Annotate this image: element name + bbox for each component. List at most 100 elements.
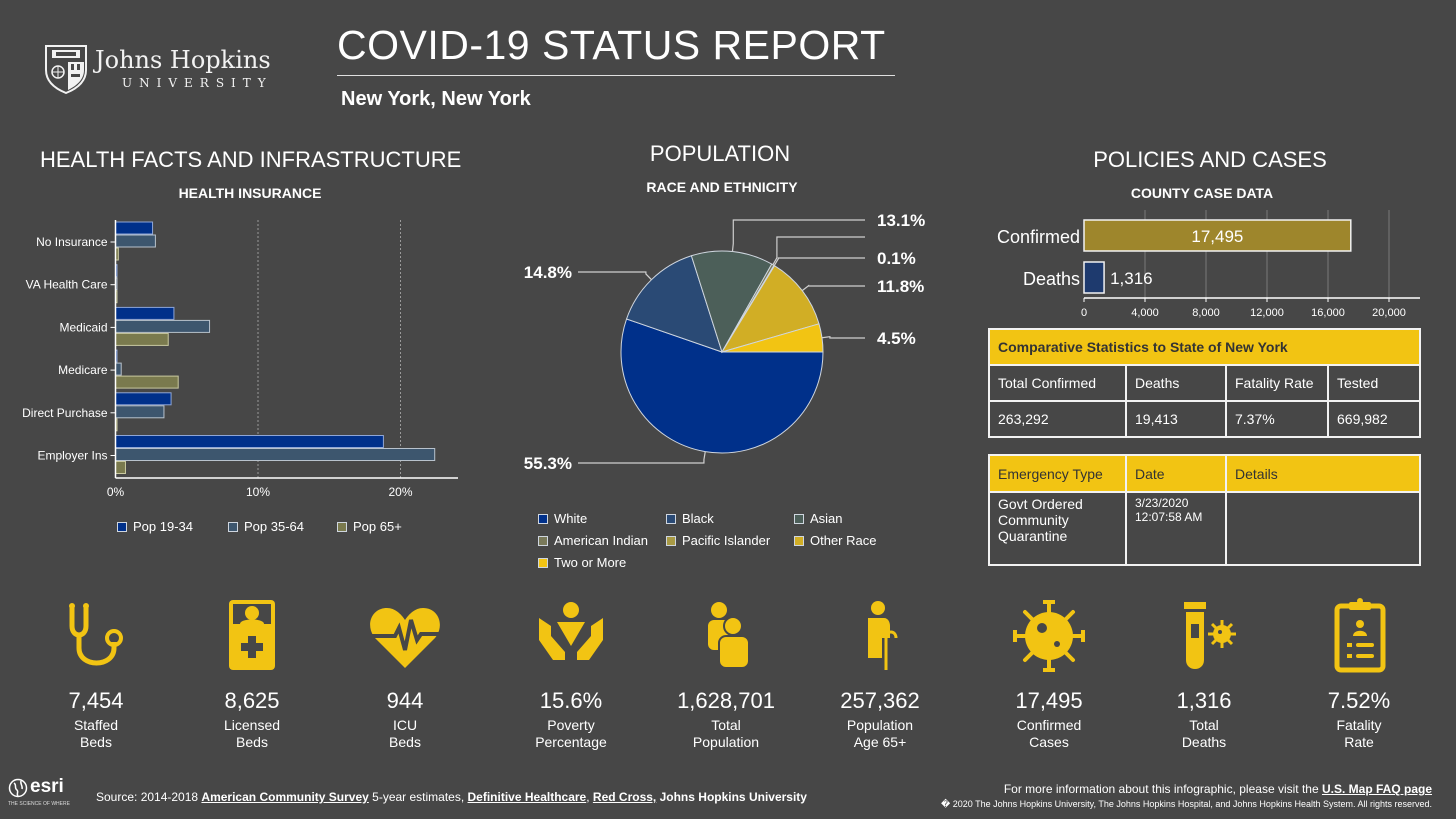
stat-value: 7.52%: [1327, 688, 1391, 713]
clipboard-icon: [1334, 598, 1386, 673]
col-header-emergency-type: Emergency Type: [988, 454, 1127, 493]
legend-label: Other Race: [810, 533, 877, 548]
bar-pop-35-64: [115, 234, 156, 248]
legend-swatch: [666, 513, 676, 524]
stat-value: 1,316: [1176, 688, 1232, 713]
legend-item-asian: Asian: [794, 510, 922, 527]
bar-pop-19-34: [115, 392, 172, 406]
x-tick-label: 0: [1081, 307, 1087, 319]
more-info: For more information about this infograp…: [1004, 782, 1432, 796]
bar-pop-19-34: [115, 221, 154, 235]
pie-data-label: 13.1%: [877, 211, 925, 230]
stat-value: 15.6%: [539, 688, 603, 713]
hands-person-icon: [539, 602, 603, 660]
pie-data-label: 11.8%: [877, 277, 924, 296]
stethoscope-icon: [69, 603, 123, 666]
source-sep: ,: [586, 790, 593, 804]
x-tick-label: 20%: [388, 485, 412, 499]
stat-confirmed-cases: 17,495 Confirmed Cases: [974, 598, 1124, 751]
emergency-type-cell: Govt Ordered Community Quarantine: [988, 491, 1127, 566]
stat-staffed-beds: 7,454 Staffed Beds: [21, 598, 171, 751]
globe-icon: [8, 778, 28, 798]
stat-value: 17,495: [1015, 688, 1083, 713]
bar-pop-35-64: [115, 362, 122, 376]
stat-total-deaths: 1,316 Total Deaths: [1129, 598, 1279, 751]
health-insurance-subtitle: HEALTH INSURANCE: [178, 185, 322, 201]
pie-slice-black: [625, 255, 723, 353]
col-header-total-confirmed: Total Confirmed: [988, 364, 1127, 402]
leader-line: [773, 257, 865, 266]
pie-data-label: 55.3%: [524, 454, 572, 473]
bar-pop-35-64: [115, 405, 165, 419]
y-tick-label: Employer Ins: [37, 449, 107, 463]
esri-wordmark: esri: [30, 776, 64, 797]
legend-item-white: White: [538, 510, 666, 527]
value-label: 1,316: [1110, 269, 1153, 288]
stat-label: Total Deaths: [1181, 717, 1227, 750]
population-section-title: POPULATION: [649, 141, 791, 166]
bar-pop-65-: [115, 332, 169, 346]
stat-label: ICU Beds: [389, 717, 421, 750]
x-tick-label: 16,000: [1311, 307, 1345, 319]
link-definitive-healthcare[interactable]: Definitive Healthcare: [467, 790, 587, 804]
bar-deaths: [1083, 261, 1105, 294]
x-tick-label: 8,000: [1192, 307, 1220, 319]
legend-swatch: [666, 535, 676, 546]
emergency-date: 3/23/2020: [1135, 496, 1189, 510]
col-header-details: Details: [1225, 454, 1421, 493]
logo-university: UNIVERSITY: [122, 76, 273, 90]
legend-label: Asian: [810, 511, 843, 526]
y-tick-label: No Insurance: [36, 235, 108, 249]
legend-item-american-indian: American Indian: [538, 532, 666, 549]
stat-licensed-beds: 8,625 Licensed Beds: [177, 598, 327, 751]
emergency-table: Emergency Type Date Details Govt Ordered…: [988, 454, 1421, 566]
link-american-community-survey[interactable]: American Community Survey: [201, 790, 369, 804]
value-total-confirmed: 263,292: [988, 400, 1127, 438]
y-tick-label: Direct Purchase: [22, 406, 108, 420]
y-tick-label: VA Health Care: [26, 278, 108, 292]
stat-label: Confirmed Cases: [1016, 717, 1082, 750]
x-tick-label: 20,000: [1372, 307, 1406, 319]
leader-line: [731, 219, 865, 252]
link-us-map-faq[interactable]: U.S. Map FAQ page: [1321, 782, 1432, 796]
copyright: � 2020 The Johns Hopkins University, The…: [941, 799, 1432, 809]
legend-swatch: [794, 513, 804, 524]
policies-section-title: POLICIES AND CASES: [1093, 147, 1327, 172]
legend-swatch: [337, 521, 347, 532]
esri-tagline: THE SCIENCE OF WHERE: [8, 801, 70, 807]
stat-value: 944: [386, 688, 424, 713]
bar-pop-35-64: [115, 448, 436, 461]
x-tick-label: 0%: [107, 485, 125, 499]
legend-label: Pop 65+: [353, 519, 402, 534]
source-prefix: Source: 2014-2018: [96, 790, 202, 804]
bar-pop-19-34: [115, 306, 175, 320]
bar-pop-35-64: [115, 319, 211, 333]
stat-poverty: 15.6% Poverty Percentage: [496, 598, 646, 751]
pie-data-label: 4.5%: [877, 329, 916, 348]
bar-pop-65-: [115, 461, 126, 474]
x-tick-label: 10%: [246, 485, 270, 499]
link-red-cross[interactable]: Red Cross,: [592, 790, 657, 804]
leader-line: [821, 335, 865, 339]
legend-swatch: [794, 535, 804, 546]
category-label: Deaths: [1023, 269, 1080, 289]
bar-pop-19-34: [115, 435, 384, 448]
stat-total-population: 1,628,701 Total Population: [651, 598, 801, 751]
col-header-tested: Tested: [1327, 364, 1421, 402]
stat-population-65: 257,362 Population Age 65+: [805, 598, 955, 751]
stat-fatality-rate: 7.52% Fatality Rate: [1284, 598, 1434, 751]
stat-value: 8,625: [224, 688, 280, 713]
elderly-person-icon: [868, 601, 898, 670]
legend-swatch: [228, 521, 238, 532]
jhu-logo: Johns Hopkins UNIVERSITY: [40, 40, 290, 96]
race-ethnicity-subtitle: RACE AND ETHNICITY: [646, 179, 798, 195]
col-header-date: Date: [1125, 454, 1227, 493]
county-case-subtitle: COUNTY CASE DATA: [1130, 185, 1274, 201]
legend-label: Two or More: [554, 555, 627, 570]
people-icon: [708, 602, 750, 669]
esri-logo: esri THE SCIENCE OF WHERE: [8, 776, 88, 812]
stat-label: Staffed Beds: [73, 717, 119, 750]
legend-label: Pop 35-64: [244, 519, 304, 534]
legend-swatch: [538, 557, 548, 568]
stat-label: Licensed Beds: [223, 717, 281, 750]
